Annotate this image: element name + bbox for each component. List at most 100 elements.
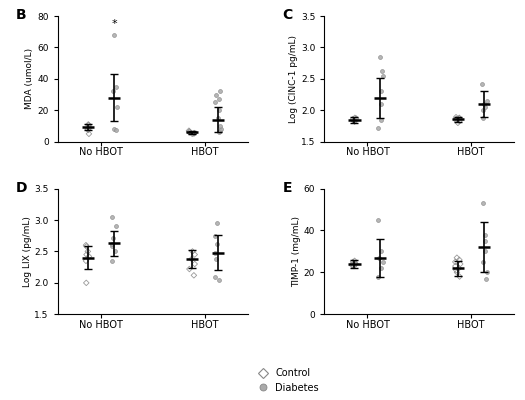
Point [215,107,224,114]
Y-axis label: TIMP-1 (mg/mL): TIMP-1 (mg/mL) [292,216,301,287]
Point [109,88,118,95]
Point [82,251,91,258]
Point [83,248,92,255]
Point [108,241,117,247]
Point [374,273,382,280]
Point [112,127,121,133]
Point [350,263,358,269]
Point [377,248,386,255]
Point [379,72,387,79]
Point [455,273,464,280]
Point [191,251,199,258]
Point [349,259,357,265]
Point [215,276,224,283]
Point [84,127,92,133]
Y-axis label: MDA (umol/L): MDA (umol/L) [25,48,35,110]
Point [351,260,359,266]
Point [480,101,488,107]
Point [452,114,460,120]
Point [350,117,358,124]
Point [211,250,219,256]
Point [453,254,461,261]
Point [455,257,464,263]
Point [452,267,460,274]
Point [350,118,359,125]
Point [213,115,222,121]
Point [483,269,491,276]
Point [212,256,220,262]
Point [451,263,459,269]
Point [351,261,360,267]
Point [451,259,459,265]
Point [211,232,219,239]
Point [190,130,198,136]
Point [112,104,121,110]
Point [111,84,120,90]
Point [455,115,464,121]
Point [212,91,220,98]
Point [84,121,92,128]
Point [108,258,116,264]
Point [483,98,491,104]
Point [82,258,90,264]
Point [377,68,386,74]
Point [187,256,196,262]
Point [112,223,120,230]
Point [480,248,489,255]
Y-axis label: Log (CINC-1 pg/mL): Log (CINC-1 pg/mL) [289,35,298,123]
Point [479,115,487,121]
Legend: Control, Diabetes: Control, Diabetes [249,364,323,397]
Point [185,266,194,272]
Point [212,241,220,247]
Point [351,115,359,121]
Point [455,118,464,124]
Point [377,88,385,95]
Point [216,126,225,132]
Point [82,280,90,286]
Text: B: B [16,8,26,22]
Point [108,243,116,250]
Point [478,200,487,206]
Point [374,217,382,223]
Point [481,276,490,282]
Point [82,243,91,250]
Point [349,116,357,122]
Point [211,99,219,106]
Point [480,238,489,244]
Point [453,116,461,122]
Point [107,214,116,220]
Point [188,131,196,137]
Point [455,265,463,271]
Point [190,272,198,278]
Text: E: E [282,181,292,195]
Point [109,234,118,241]
Point [216,88,225,95]
Point [479,107,488,114]
Point [480,232,489,238]
Point [215,123,224,129]
Point [350,258,359,264]
Point [454,120,462,126]
Point [478,259,487,265]
Text: D: D [16,181,27,195]
Point [185,129,193,136]
Point [376,265,385,271]
Point [213,220,221,226]
Point [455,115,464,122]
Point [85,124,93,131]
Text: *: * [111,18,117,28]
Point [216,128,224,134]
Point [185,128,194,135]
Point [211,273,219,280]
Point [377,101,385,107]
Point [185,128,193,134]
Y-axis label: Log LIX (pg/mL): Log LIX (pg/mL) [23,216,32,287]
Point [375,54,384,60]
Point [111,248,119,255]
Text: C: C [282,8,292,22]
Point [453,269,461,276]
Point [348,262,356,268]
Point [350,118,359,124]
Point [373,125,382,131]
Point [452,116,460,123]
